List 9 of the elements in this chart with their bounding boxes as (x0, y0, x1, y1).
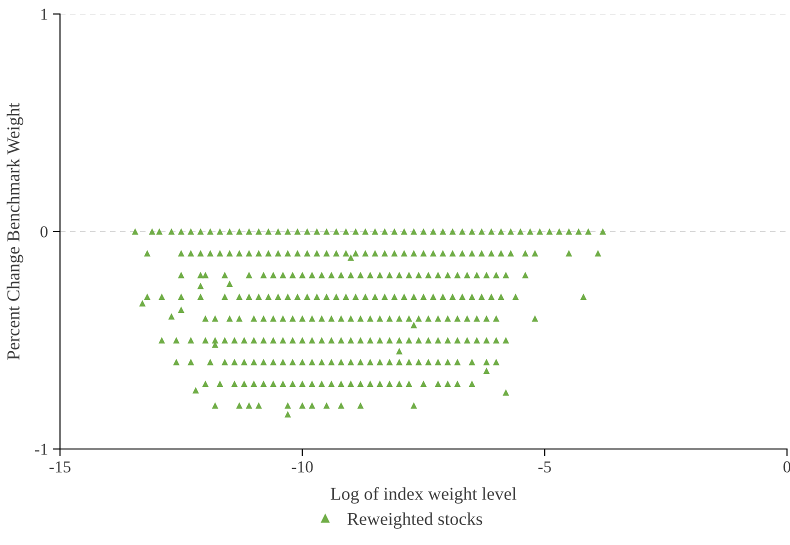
y-tick-label: 1 (41, 8, 48, 20)
x-tick-label: -5 (538, 461, 551, 473)
x-tick-label: -15 (50, 461, 70, 473)
y-tick-label: -1 (34, 444, 48, 455)
y-tick-label: 0 (40, 226, 48, 238)
legend-label: Reweighted stocks (347, 512, 482, 529)
y-axis-title: Percent Change Benchmark Weight (6, 102, 24, 360)
x-tick-label: -10 (292, 461, 313, 473)
x-axis-title: Log of index weight level (330, 487, 516, 504)
